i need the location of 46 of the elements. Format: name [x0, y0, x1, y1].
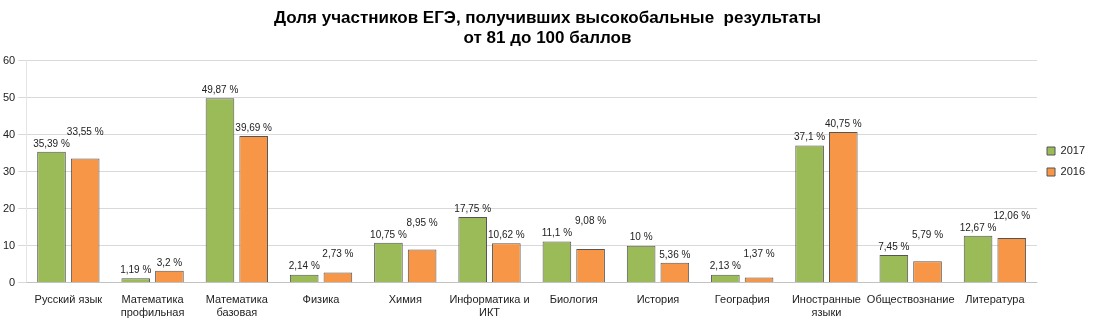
data-label: 10,62 %: [488, 229, 525, 241]
data-label: 3,2 %: [156, 256, 183, 268]
chart-title: Доля участников ЕГЭ, получивших высокобальные результаты от 81 до 100 баллов: [273, 7, 822, 48]
data-label: 7,45 %: [878, 240, 910, 252]
data-label: 49,87 %: [201, 84, 239, 95]
data-label: 2,13 %: [709, 260, 742, 272]
data-label: 12,67 %: [959, 221, 997, 233]
x-tick-label: География: [714, 293, 770, 306]
data-label: 5,79 %: [911, 228, 944, 240]
x-tick-label: Физика: [302, 293, 341, 306]
data-label: 40,75 %: [824, 117, 862, 129]
data-label: 5,36 %: [659, 248, 691, 260]
x-tick-label: Обществознание: [866, 293, 955, 306]
data-label: 11,1 %: [541, 227, 573, 239]
data-label: 1,37 %: [743, 248, 775, 260]
data-label: 39,69 %: [235, 121, 273, 133]
y-tick-label: 0: [9, 275, 16, 288]
data-label: 8,95 %: [406, 216, 438, 228]
data-label: 1,19 %: [120, 263, 152, 275]
x-tick-label: Литература: [965, 293, 1026, 306]
x-tick-label: Химия: [388, 293, 422, 306]
y-tick-label: 20: [2, 201, 16, 214]
data-label: 2,14 %: [288, 260, 320, 272]
data-label: 9,08 %: [575, 215, 607, 227]
legend-label: 2017: [1060, 144, 1086, 157]
data-label: 35,39 %: [33, 137, 70, 149]
data-label: 17,75 %: [454, 202, 492, 214]
data-label: 10 %: [629, 231, 653, 243]
data-label: 12,06 %: [993, 209, 1031, 221]
x-tick-label: История: [636, 293, 680, 306]
y-tick-label: 40: [2, 127, 16, 140]
x-tick-label: Математика базовая: [205, 293, 269, 319]
y-tick-label: 60: [2, 53, 16, 66]
x-tick-label: Иностранные языки: [791, 293, 861, 319]
legend-label: 2016: [1060, 165, 1086, 178]
y-tick-label: 10: [2, 238, 16, 251]
data-label: 2,73 %: [322, 248, 354, 260]
data-label: 37,1 %: [794, 131, 826, 143]
x-tick-label: Математика профильная: [120, 293, 185, 319]
x-tick-label: Русский язык: [34, 293, 103, 306]
data-label: 10,75 %: [370, 228, 407, 240]
x-tick-label: Биология: [549, 293, 598, 306]
data-label: 33,55 %: [66, 125, 104, 137]
x-tick-label: Информатика и ИКТ: [449, 293, 530, 319]
y-tick-label: 30: [2, 164, 16, 177]
y-tick-label: 50: [2, 90, 16, 103]
